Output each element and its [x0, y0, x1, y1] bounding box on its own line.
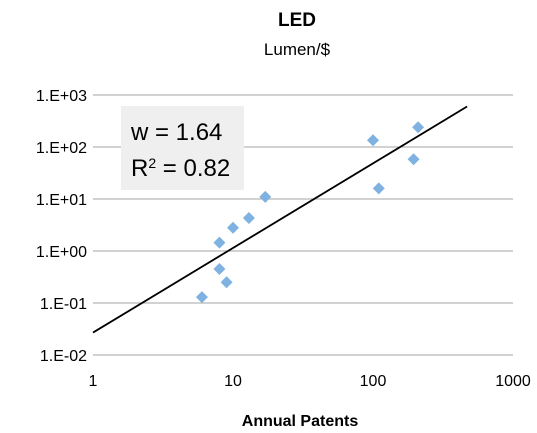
data-point — [367, 134, 379, 147]
y-tick-label: 1.E+01 — [36, 192, 87, 209]
chart-subtitle: Lumen/$ — [264, 40, 331, 59]
annotation-r2: R2 = 0.82 — [131, 155, 230, 182]
data-points — [195, 121, 425, 304]
data-point — [372, 182, 385, 195]
trendline — [92, 105, 468, 334]
data-point — [220, 276, 233, 289]
x-tick-label: 1000 — [495, 373, 531, 390]
data-point — [213, 236, 226, 249]
x-axis-tick-labels: 1 10 100 1000 — [89, 373, 531, 390]
x-tick-label: 10 — [224, 373, 242, 390]
trendline-group — [92, 105, 468, 334]
y-tick-label: 1.E+02 — [36, 140, 87, 157]
stats-annotation: w = 1.64 R2 = 0.82 — [121, 106, 244, 190]
x-tick-label: 100 — [360, 373, 387, 390]
data-point — [227, 221, 239, 234]
y-tick-label: 1.E+03 — [36, 88, 87, 105]
x-tick-label: 1 — [89, 373, 98, 390]
y-tick-label: 1.E-02 — [40, 348, 87, 365]
annotation-r2-suffix: = 0.82 — [156, 155, 230, 182]
chart-title: LED — [278, 10, 316, 31]
data-point — [407, 153, 420, 166]
data-point — [412, 121, 425, 134]
stats-annotation-box — [121, 106, 244, 190]
annotation-r2-sup: 2 — [148, 155, 156, 171]
data-point — [213, 263, 226, 276]
data-point — [195, 291, 208, 304]
annotation-r2-prefix: R — [131, 155, 148, 182]
data-point — [259, 190, 272, 203]
y-axis-tick-labels: 1.E-02 1.E-01 1.E+00 1.E+01 1.E+02 1.E+03 — [36, 88, 87, 365]
x-axis-title: Annual Patents — [242, 413, 359, 430]
annotation-w: w = 1.64 — [130, 119, 222, 146]
data-point — [242, 212, 255, 225]
y-tick-label: 1.E-01 — [40, 296, 87, 313]
y-tick-label: 1.E+00 — [36, 244, 87, 261]
